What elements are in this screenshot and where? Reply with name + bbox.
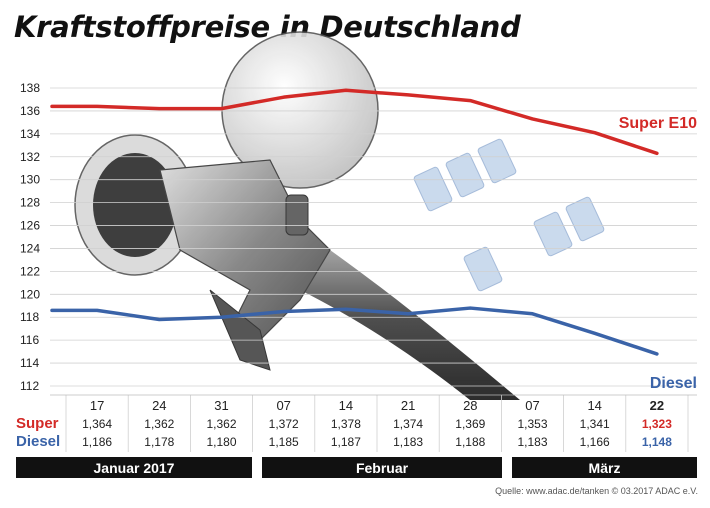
data-label: 1,180	[206, 435, 236, 449]
data-point	[469, 99, 472, 102]
x-tick-label: 28	[463, 398, 477, 413]
row-label-diesel: Diesel	[16, 433, 60, 450]
y-tick-label: 120	[20, 287, 40, 301]
fuel-nozzle-illustration	[74, 31, 605, 400]
row-label-super: Super	[16, 415, 59, 432]
month-bar	[16, 457, 252, 478]
data-label: 1,183	[517, 435, 547, 449]
data-point	[344, 89, 348, 92]
y-tick-label: 112	[20, 379, 39, 393]
y-tick-label: 126	[20, 219, 40, 233]
x-tick-label: 21	[401, 398, 415, 413]
data-point	[406, 312, 410, 315]
x-tick-label: 17	[90, 398, 104, 413]
data-point	[220, 316, 223, 319]
source-note: Quelle: www.adac.de/tanken © 03.2017 ADA…	[495, 486, 698, 496]
series-lines	[50, 88, 659, 356]
data-label: 1,183	[393, 435, 423, 449]
y-tick-label: 116	[20, 333, 39, 347]
data-table: 17 24 31 07 14 21 28 07 14 22 Super 1,364 1,362 1,362…	[16, 398, 672, 450]
data-point	[593, 131, 596, 134]
data-label: 1,362	[206, 417, 236, 431]
data-point	[282, 310, 285, 313]
data-label: 1,187	[331, 435, 361, 449]
y-tick-label: 128	[20, 196, 40, 210]
y-tick-label: 130	[20, 173, 40, 187]
data-point	[593, 332, 596, 335]
data-point	[158, 107, 161, 110]
data-point	[220, 107, 223, 110]
x-tick-label: 31	[214, 398, 228, 413]
data-point	[469, 306, 472, 310]
series-label-diesel: Diesel	[650, 375, 697, 392]
y-tick-label: 124	[20, 241, 40, 255]
y-tick-label: 118	[20, 310, 39, 324]
month-bars: Januar 2017 Februar März	[16, 457, 697, 478]
data-label: 1,166	[580, 435, 610, 449]
data-label: 1,369	[455, 417, 485, 431]
x-tick-label: 07	[525, 398, 539, 413]
data-point	[655, 352, 659, 356]
data-label: 1,323	[642, 417, 672, 431]
data-label: 1,362	[144, 417, 174, 431]
chart-grid	[50, 87, 697, 452]
month-label: Februar	[356, 460, 409, 476]
x-tick-label: 14	[339, 398, 353, 413]
y-axis: 112 114 116 118 120 122 124 126 128 130 132 134 136 1…	[20, 81, 40, 393]
data-label: 1,364	[82, 417, 112, 431]
data-label: 1,341	[580, 417, 610, 431]
y-tick-label: 132	[20, 150, 40, 164]
x-tick-label: 14	[587, 398, 601, 413]
data-point	[158, 318, 161, 321]
y-tick-label: 122	[20, 264, 40, 278]
data-point	[655, 152, 659, 155]
data-point	[344, 308, 348, 311]
month-label: Januar 2017	[94, 460, 175, 476]
data-label: 1,186	[82, 435, 112, 449]
data-label: 1,178	[144, 435, 174, 449]
data-point	[95, 309, 99, 312]
data-point	[95, 105, 99, 108]
data-point	[282, 95, 285, 99]
series-labels: Super E10 Diesel	[619, 115, 697, 392]
y-tick-label: 134	[20, 127, 40, 141]
month-label: März	[589, 460, 621, 476]
data-label: 1,148	[642, 435, 672, 449]
month-bar	[512, 457, 697, 478]
series-label-super: Super E10	[619, 115, 697, 132]
y-tick-label: 114	[20, 356, 39, 370]
x-tick-label: 22	[650, 398, 664, 413]
data-point	[531, 117, 534, 121]
x-tick-label: 24	[152, 398, 166, 413]
data-label: 1,188	[455, 435, 485, 449]
data-point	[406, 93, 410, 97]
y-tick-label: 136	[20, 104, 40, 118]
data-point	[531, 312, 534, 315]
data-label: 1,372	[269, 417, 299, 431]
data-label: 1,378	[331, 417, 361, 431]
data-label: 1,374	[393, 417, 423, 431]
data-label: 1,185	[269, 435, 299, 449]
y-tick-label: 138	[20, 81, 40, 95]
x-tick-label: 07	[276, 398, 290, 413]
data-label: 1,353	[517, 417, 547, 431]
month-bar	[262, 457, 502, 478]
